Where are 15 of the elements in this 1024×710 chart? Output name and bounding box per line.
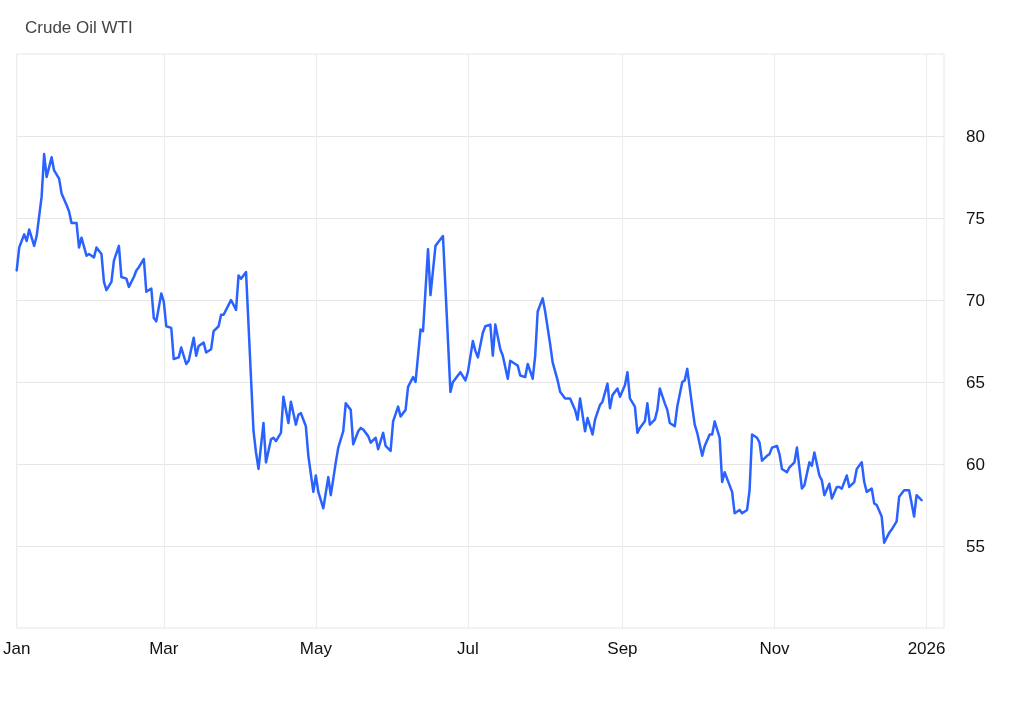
x-tick-label: Mar [149,639,179,658]
y-tick-label: 60 [966,454,985,474]
x-tick-label: Sep [607,639,638,658]
x-tick-label: Jan [2,639,31,658]
y-tick-label: 70 [966,290,985,310]
chart-title: Crude Oil WTI [25,18,133,37]
y-tick-label: 80 [966,126,985,146]
y-tick-label: 75 [966,208,985,228]
y-tick-label: 65 [966,372,985,392]
line-series [15,152,923,544]
x-tick-label: May [299,639,333,658]
y-tick-label: 55 [966,536,985,556]
x-tick-label: 2026 [907,639,946,658]
x-tick-label: Jul [457,639,479,658]
x-tick-label: Nov [759,639,791,658]
